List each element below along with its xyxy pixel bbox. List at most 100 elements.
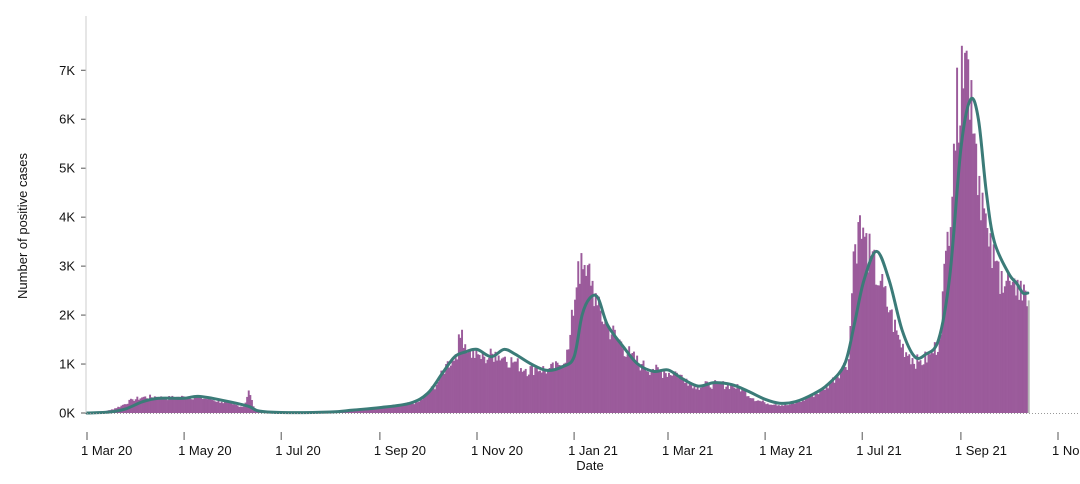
y-tick-label: 4K — [59, 210, 75, 225]
daily-case-bar — [672, 372, 675, 413]
daily-case-bar — [685, 378, 688, 413]
daily-case-bar — [602, 324, 605, 413]
daily-case-bar — [693, 383, 696, 413]
daily-case-bar — [214, 401, 217, 413]
daily-case-bar — [991, 268, 994, 413]
daily-case-bar — [397, 405, 400, 413]
daily-case-bar — [730, 384, 733, 413]
daily-case-bar — [696, 386, 699, 413]
daily-case-bar — [408, 403, 411, 413]
daily-case-bar — [421, 399, 424, 413]
daily-case-bar — [777, 405, 780, 413]
daily-case-bar — [453, 360, 456, 413]
daily-case-bar — [690, 383, 693, 413]
daily-case-bar — [621, 348, 624, 413]
daily-case-bar — [753, 401, 756, 413]
daily-case-bar — [418, 401, 421, 413]
daily-case-bar — [381, 407, 384, 413]
daily-case-bar — [594, 293, 597, 413]
daily-case-bar — [870, 256, 873, 413]
daily-case-bar — [995, 260, 998, 413]
daily-case-bar — [822, 387, 825, 413]
daily-case-bar — [607, 324, 610, 413]
daily-case-bar — [352, 410, 355, 413]
daily-case-bar — [687, 385, 690, 413]
daily-case-bar — [149, 394, 152, 413]
daily-case-bar — [249, 395, 252, 413]
daily-case-bar — [742, 389, 745, 413]
daily-case-bar — [203, 398, 206, 413]
daily-case-bar — [682, 377, 685, 413]
daily-case-bar — [376, 407, 379, 413]
daily-case-bar — [965, 50, 968, 413]
daily-case-bar — [529, 366, 532, 413]
daily-case-bar — [666, 376, 669, 413]
daily-case-bar — [599, 310, 602, 413]
daily-case-bar — [892, 331, 895, 413]
daily-case-bar — [357, 410, 360, 413]
daily-case-bar — [844, 367, 847, 413]
daily-case-bar — [478, 354, 481, 413]
daily-case-bar — [402, 404, 405, 413]
daily-case-bar — [1008, 280, 1011, 413]
daily-case-bar — [755, 400, 758, 413]
daily-case-bar — [704, 381, 707, 413]
daily-case-bar — [917, 361, 920, 413]
daily-case-bar — [929, 354, 931, 413]
daily-case-bar — [518, 371, 521, 413]
daily-case-bar — [964, 52, 967, 413]
daily-case-bar — [734, 388, 737, 413]
daily-case-bar — [1027, 300, 1030, 413]
daily-case-bar — [752, 398, 755, 413]
daily-case-bar — [534, 367, 537, 413]
x-tick-label: 1 Jul 21 — [856, 443, 902, 458]
daily-case-bar — [586, 265, 589, 413]
daily-case-bar — [895, 330, 898, 413]
y-tick-label: 2K — [59, 308, 75, 323]
daily-case-bar — [554, 361, 557, 413]
daily-case-bar — [227, 402, 230, 413]
daily-case-bar — [578, 283, 581, 413]
daily-case-bar — [898, 339, 901, 413]
daily-case-bar — [903, 356, 906, 413]
daily-case-bar — [499, 360, 502, 413]
daily-case-bar — [749, 398, 752, 413]
daily-case-bar — [699, 387, 702, 413]
daily-case-bar — [459, 337, 462, 413]
daily-case-bar — [441, 370, 444, 413]
daily-case-bar — [553, 369, 556, 413]
daily-case-bar — [510, 357, 513, 413]
daily-case-bar — [819, 390, 822, 413]
daily-case-bar — [849, 326, 852, 413]
daily-case-bar — [567, 349, 570, 413]
daily-case-bar — [605, 322, 608, 413]
daily-case-bar — [801, 399, 804, 413]
daily-case-bar — [233, 404, 236, 413]
daily-case-bar — [456, 359, 459, 413]
daily-case-bar — [239, 406, 242, 413]
daily-case-bar — [513, 361, 516, 413]
daily-case-bar — [957, 142, 960, 414]
daily-case-bar — [933, 342, 936, 413]
daily-case-bar — [728, 389, 731, 413]
daily-case-bar — [919, 360, 922, 413]
daily-case-bar — [959, 125, 962, 414]
daily-case-bar — [1022, 284, 1025, 413]
daily-case-bar — [507, 367, 510, 413]
daily-case-bar — [220, 401, 223, 413]
daily-case-bar — [435, 384, 438, 413]
daily-case-bar — [1021, 300, 1024, 413]
daily-case-bar — [535, 366, 538, 413]
daily-case-bar — [854, 244, 857, 413]
daily-case-bar — [626, 354, 629, 413]
daily-case-bar — [601, 321, 604, 413]
daily-case-bar — [803, 400, 806, 413]
daily-case-bar — [438, 378, 441, 413]
daily-case-bar — [629, 354, 632, 413]
daily-case-bar — [432, 385, 435, 413]
daily-case-bar — [228, 402, 231, 413]
daily-case-bar — [211, 399, 214, 413]
daily-case-bar — [916, 354, 919, 413]
daily-case-bar — [978, 175, 981, 413]
daily-case-bar — [470, 357, 473, 413]
